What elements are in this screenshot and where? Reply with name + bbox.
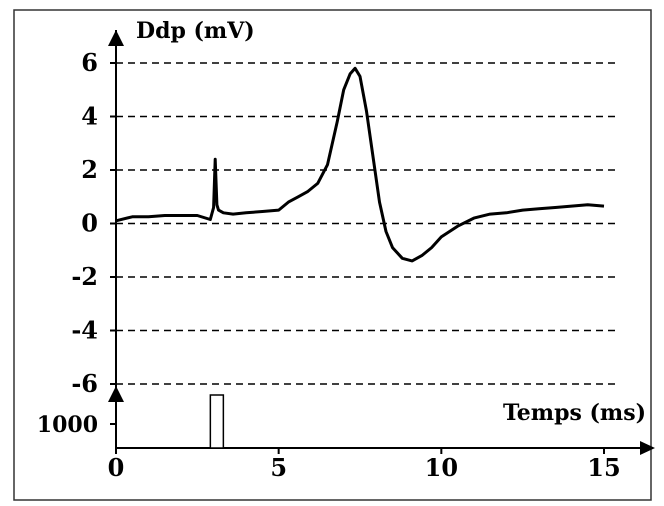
y-tick-label: 0 [81, 209, 98, 238]
gridlines [116, 62, 620, 385]
chart-frame [13, 9, 652, 501]
y-tick-label: 4 [81, 102, 98, 131]
stimulus-label: 1000 [37, 412, 98, 438]
x-axis-label: Temps (ms) [503, 400, 646, 426]
y-tick-label: 6 [81, 48, 98, 77]
y-axis-label: Ddp (mV) [136, 18, 255, 44]
stimulus-axis-arrow [108, 386, 124, 402]
x-axis-arrow [640, 441, 655, 455]
x-tick-label: 0 [108, 453, 125, 482]
y-tick-label: 2 [81, 155, 98, 184]
tick-labels: 6 4 2 0 -2 -4 -6 0 5 10 15 [71, 48, 620, 482]
y-tick-label: -2 [71, 262, 98, 291]
axes [108, 30, 655, 455]
stimulus-pulse [209, 394, 225, 449]
voltage-trace [115, 66, 605, 263]
y-tick-label: -6 [71, 369, 98, 398]
y-axis-arrow [108, 30, 124, 46]
x-tick-label: 15 [587, 453, 620, 482]
x-tick-label: 5 [270, 453, 287, 482]
y-tick-label: -4 [71, 316, 98, 345]
x-tick-label: 10 [425, 453, 458, 482]
